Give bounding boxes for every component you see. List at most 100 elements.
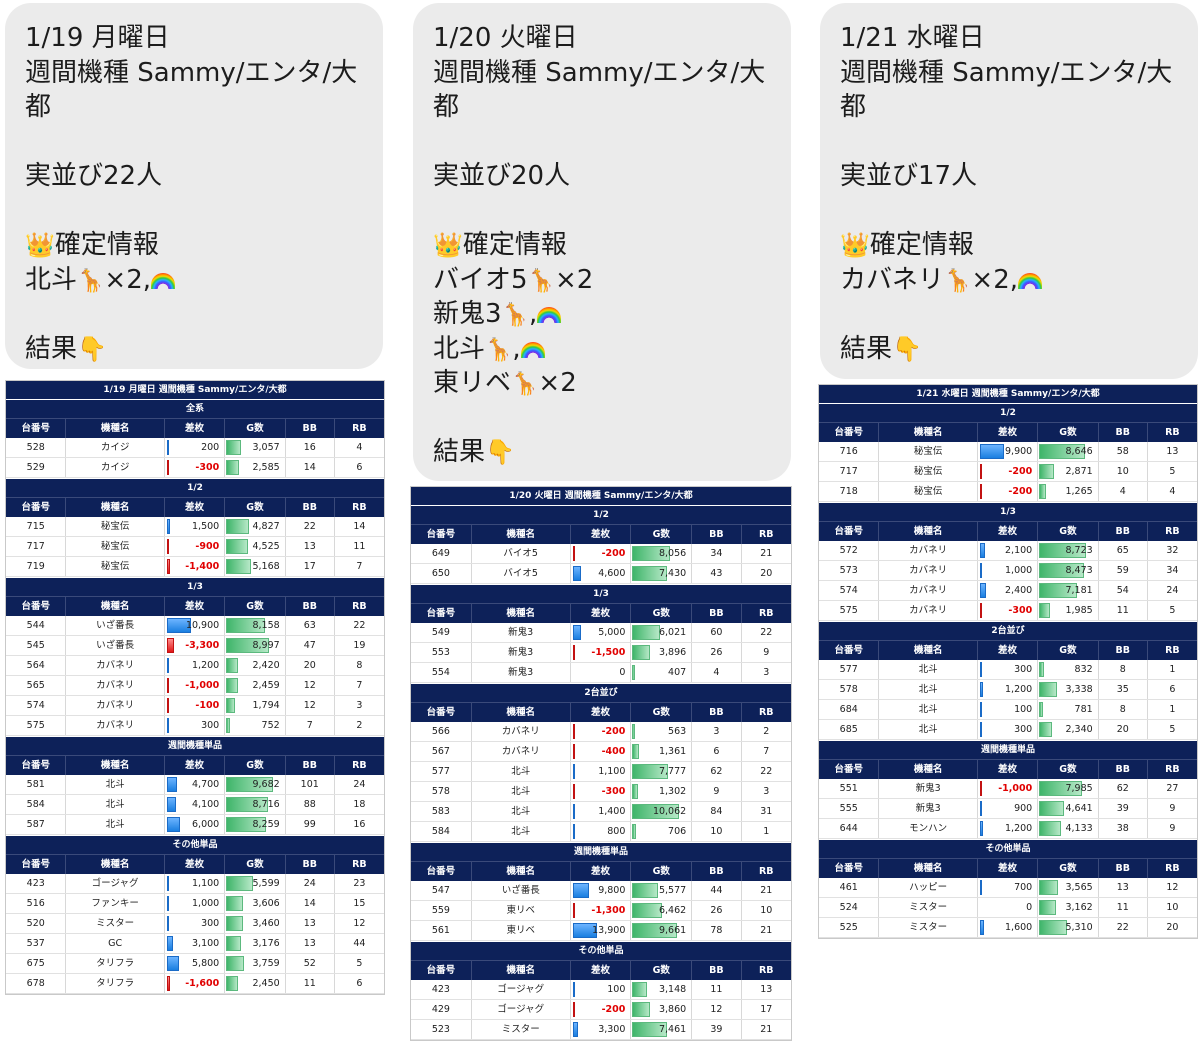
game-count: 5,310 — [1038, 918, 1099, 937]
table-row: 575 カバネリ -300 1,985 11 5 — [819, 601, 1197, 621]
column-header: BB — [1099, 641, 1148, 660]
column-header: 差枚 — [571, 703, 632, 722]
column-header: G数 — [631, 525, 693, 544]
game-count: 3,176 — [225, 934, 286, 953]
diff-value: 9,800 — [571, 881, 632, 900]
diff-bar — [166, 936, 174, 951]
table-row: 423 ゴージャグ 1,100 5,599 24 23 — [6, 874, 384, 894]
table-row: 524 ミスター 0 3,162 11 10 — [819, 898, 1197, 918]
diff-bar — [166, 718, 169, 733]
game-count-text: 10,062 — [652, 806, 687, 817]
table-row: 675 タリフラ 5,800 3,759 52 5 — [6, 954, 384, 974]
diff-value: -300 — [978, 601, 1039, 620]
column-header: RB — [352, 502, 367, 513]
bubble-text: 週間機種 Sammy/エンタ/大 — [433, 57, 766, 88]
column-header: G数 — [225, 498, 286, 517]
results-table-1: 1/19 月曜日 週間機種 Sammy/エンタ/大都 全系 台番号 機種名 差枚 G数 BB… — [5, 380, 385, 995]
game-count: 3,460 — [225, 914, 286, 933]
rainbow-icon — [1018, 272, 1043, 289]
machine-name: タリフラ — [66, 974, 165, 993]
bubble-line: 週間機種 Sammy/エンタ/大 — [25, 56, 363, 91]
game-count-text: 3,148 — [658, 984, 687, 995]
column-header: 台番号 — [411, 703, 472, 722]
game-count: 6,021 — [631, 623, 693, 642]
rb-count: 5 — [1169, 466, 1176, 477]
table-row: 575 カバネリ 300 752 7 2 — [6, 716, 384, 736]
bb-count: 10 — [1099, 462, 1148, 481]
game-count-bar — [632, 1002, 651, 1017]
giraffe-icon: 🦒 — [944, 268, 972, 294]
table-row: 684 北斗 100 781 8 1 — [819, 700, 1197, 720]
diff-bar — [572, 1022, 579, 1037]
machine-number: 545 — [6, 636, 67, 655]
diff-bar — [979, 563, 983, 578]
column-header-row: 台番号 機種名 差枚 G数 BB RB — [6, 854, 384, 874]
diff-value: 4,700 — [165, 775, 226, 794]
pointing-down-icon: 👇 — [485, 438, 515, 466]
diff-text: 1,200 — [192, 660, 220, 671]
bubble-text: 確定情報 — [54, 230, 159, 260]
rb-count: 1 — [763, 826, 770, 837]
machine-name: 新鬼3 — [879, 799, 978, 818]
negative-diff-bar — [572, 903, 575, 918]
diff-bar — [979, 682, 983, 697]
column-header: 台番号 — [6, 419, 67, 438]
machine-number: 567 — [411, 742, 472, 761]
rb-count: 34 — [1166, 565, 1179, 576]
diff-text: -1,000 — [185, 680, 220, 691]
table-row: 717 秘宝伝 -900 4,525 13 11 — [6, 537, 384, 557]
game-count: 4,827 — [225, 517, 286, 536]
separator-text: , — [528, 299, 538, 329]
negative-diff-bar — [572, 1002, 575, 1017]
game-count: 7,985 — [1038, 779, 1099, 798]
game-count: 3,860 — [631, 1000, 693, 1019]
column-header: 差枚 — [165, 756, 226, 775]
diff-text: 1,000 — [192, 898, 220, 909]
multiplier-text: ×2, — [104, 264, 152, 295]
bb-count: 60 — [692, 623, 742, 642]
game-count-bar — [632, 883, 659, 898]
diff-bar — [572, 883, 590, 898]
table-row: 573 カバネリ 1,000 8,473 59 34 — [819, 561, 1197, 581]
diff-text: -400 — [601, 746, 626, 757]
game-count-text: 3,606 — [252, 898, 280, 909]
negative-diff-bar — [979, 484, 982, 499]
rainbow-icon — [537, 307, 562, 323]
machine-number: 564 — [6, 656, 67, 675]
diff-bar — [979, 920, 984, 935]
diff-value: 1,000 — [165, 894, 226, 913]
diff-bar — [166, 797, 176, 812]
diff-value: -200 — [571, 544, 632, 563]
game-count: 2,450 — [225, 974, 286, 993]
diff-text: 300 — [201, 918, 220, 929]
giraffe-icon: 🦒 — [511, 372, 539, 397]
section-header: 1/3 — [411, 584, 791, 603]
rb-count: 6 — [356, 978, 363, 989]
rb-count: 3 — [356, 700, 363, 711]
column-header: 機種名 — [472, 525, 571, 544]
game-count-text: 8,056 — [658, 548, 687, 559]
game-count-text: 3,896 — [658, 647, 687, 658]
diff-value: 100 — [978, 700, 1039, 719]
machine-name: ゴージャグ — [66, 874, 165, 893]
machine-number: 547 — [411, 881, 472, 900]
bubble-text: 都 — [25, 92, 52, 122]
column-header: 差枚 — [978, 522, 1039, 541]
table-row: 528 カイジ 200 3,057 16 4 — [6, 438, 384, 458]
section-header: 週間機種単品 — [411, 842, 791, 861]
bubble-line: カバネリ🦒×2, — [840, 263, 1178, 298]
diff-text: 6,000 — [192, 819, 220, 830]
game-count-text: 2,871 — [1065, 466, 1093, 477]
rb-count: 24 — [1166, 585, 1179, 596]
column-header: G数 — [631, 961, 693, 980]
game-count: 9,682 — [225, 775, 286, 794]
diff-text: -200 — [601, 548, 626, 559]
crown-icon: 👑 — [840, 231, 870, 259]
machine-name: カバネリ — [66, 696, 165, 715]
diff-value: 1,400 — [571, 802, 632, 821]
column-header: 差枚 — [571, 961, 632, 980]
diff-text: -200 — [601, 726, 626, 737]
bb-count: 12 — [692, 1000, 742, 1019]
table-row: 561 東リベ 13,900 9,661 78 21 — [411, 921, 791, 941]
rb-count: 21 — [760, 885, 773, 896]
